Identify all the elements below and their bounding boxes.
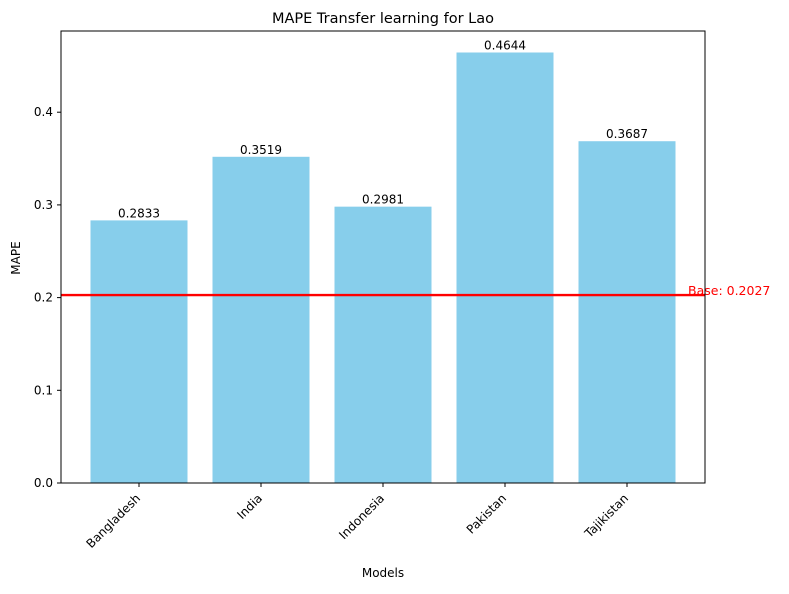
bar-value-label: 0.3687 bbox=[606, 127, 648, 141]
plot-frame bbox=[60, 30, 706, 484]
y-tick-label: 0.4 bbox=[34, 105, 53, 119]
y-tick-label: 0.2 bbox=[34, 291, 53, 305]
y-tick-label: 0.1 bbox=[34, 383, 53, 397]
bar-bangladesh bbox=[90, 220, 188, 484]
bar-value-label: 0.2833 bbox=[118, 206, 160, 220]
y-tick-label: 0.3 bbox=[34, 198, 53, 212]
bar-indonesia bbox=[334, 206, 432, 483]
bars-layer: 0.2833 0.3519 0.2981 0.4644 0.3687 bbox=[90, 39, 676, 484]
x-tick-label-pakistan: Pakistan bbox=[464, 491, 509, 536]
baseline-layer: Base: 0.2027 bbox=[61, 283, 770, 298]
x-axis-label: Models bbox=[362, 566, 404, 580]
baseline-label: Base: 0.2027 bbox=[688, 283, 770, 298]
x-tick-label-indonesia: Indonesia bbox=[336, 491, 387, 542]
bar-tajikistan bbox=[578, 141, 676, 483]
bar-value-label: 0.2981 bbox=[362, 193, 404, 207]
y-axis-label: MAPE bbox=[9, 241, 23, 274]
y-tick-label: 0.0 bbox=[34, 476, 53, 490]
bar-pakistan bbox=[456, 52, 554, 483]
bar-value-label: 0.3519 bbox=[240, 143, 282, 157]
bar-india bbox=[212, 156, 310, 483]
y-axis: 0.0 0.1 0.2 0.3 0.4 bbox=[34, 105, 61, 490]
chart-title: MAPE Transfer learning for Lao bbox=[272, 11, 494, 27]
x-tick-label-bangladesh: Bangladesh bbox=[83, 491, 143, 551]
x-axis: Bangladesh India Indonesia Pakistan Tajikist… bbox=[83, 483, 631, 551]
x-tick-label-tajikistan: Tajikistan bbox=[581, 491, 631, 541]
x-tick-label-india: India bbox=[234, 491, 265, 522]
bar-value-label: 0.4644 bbox=[484, 39, 526, 53]
